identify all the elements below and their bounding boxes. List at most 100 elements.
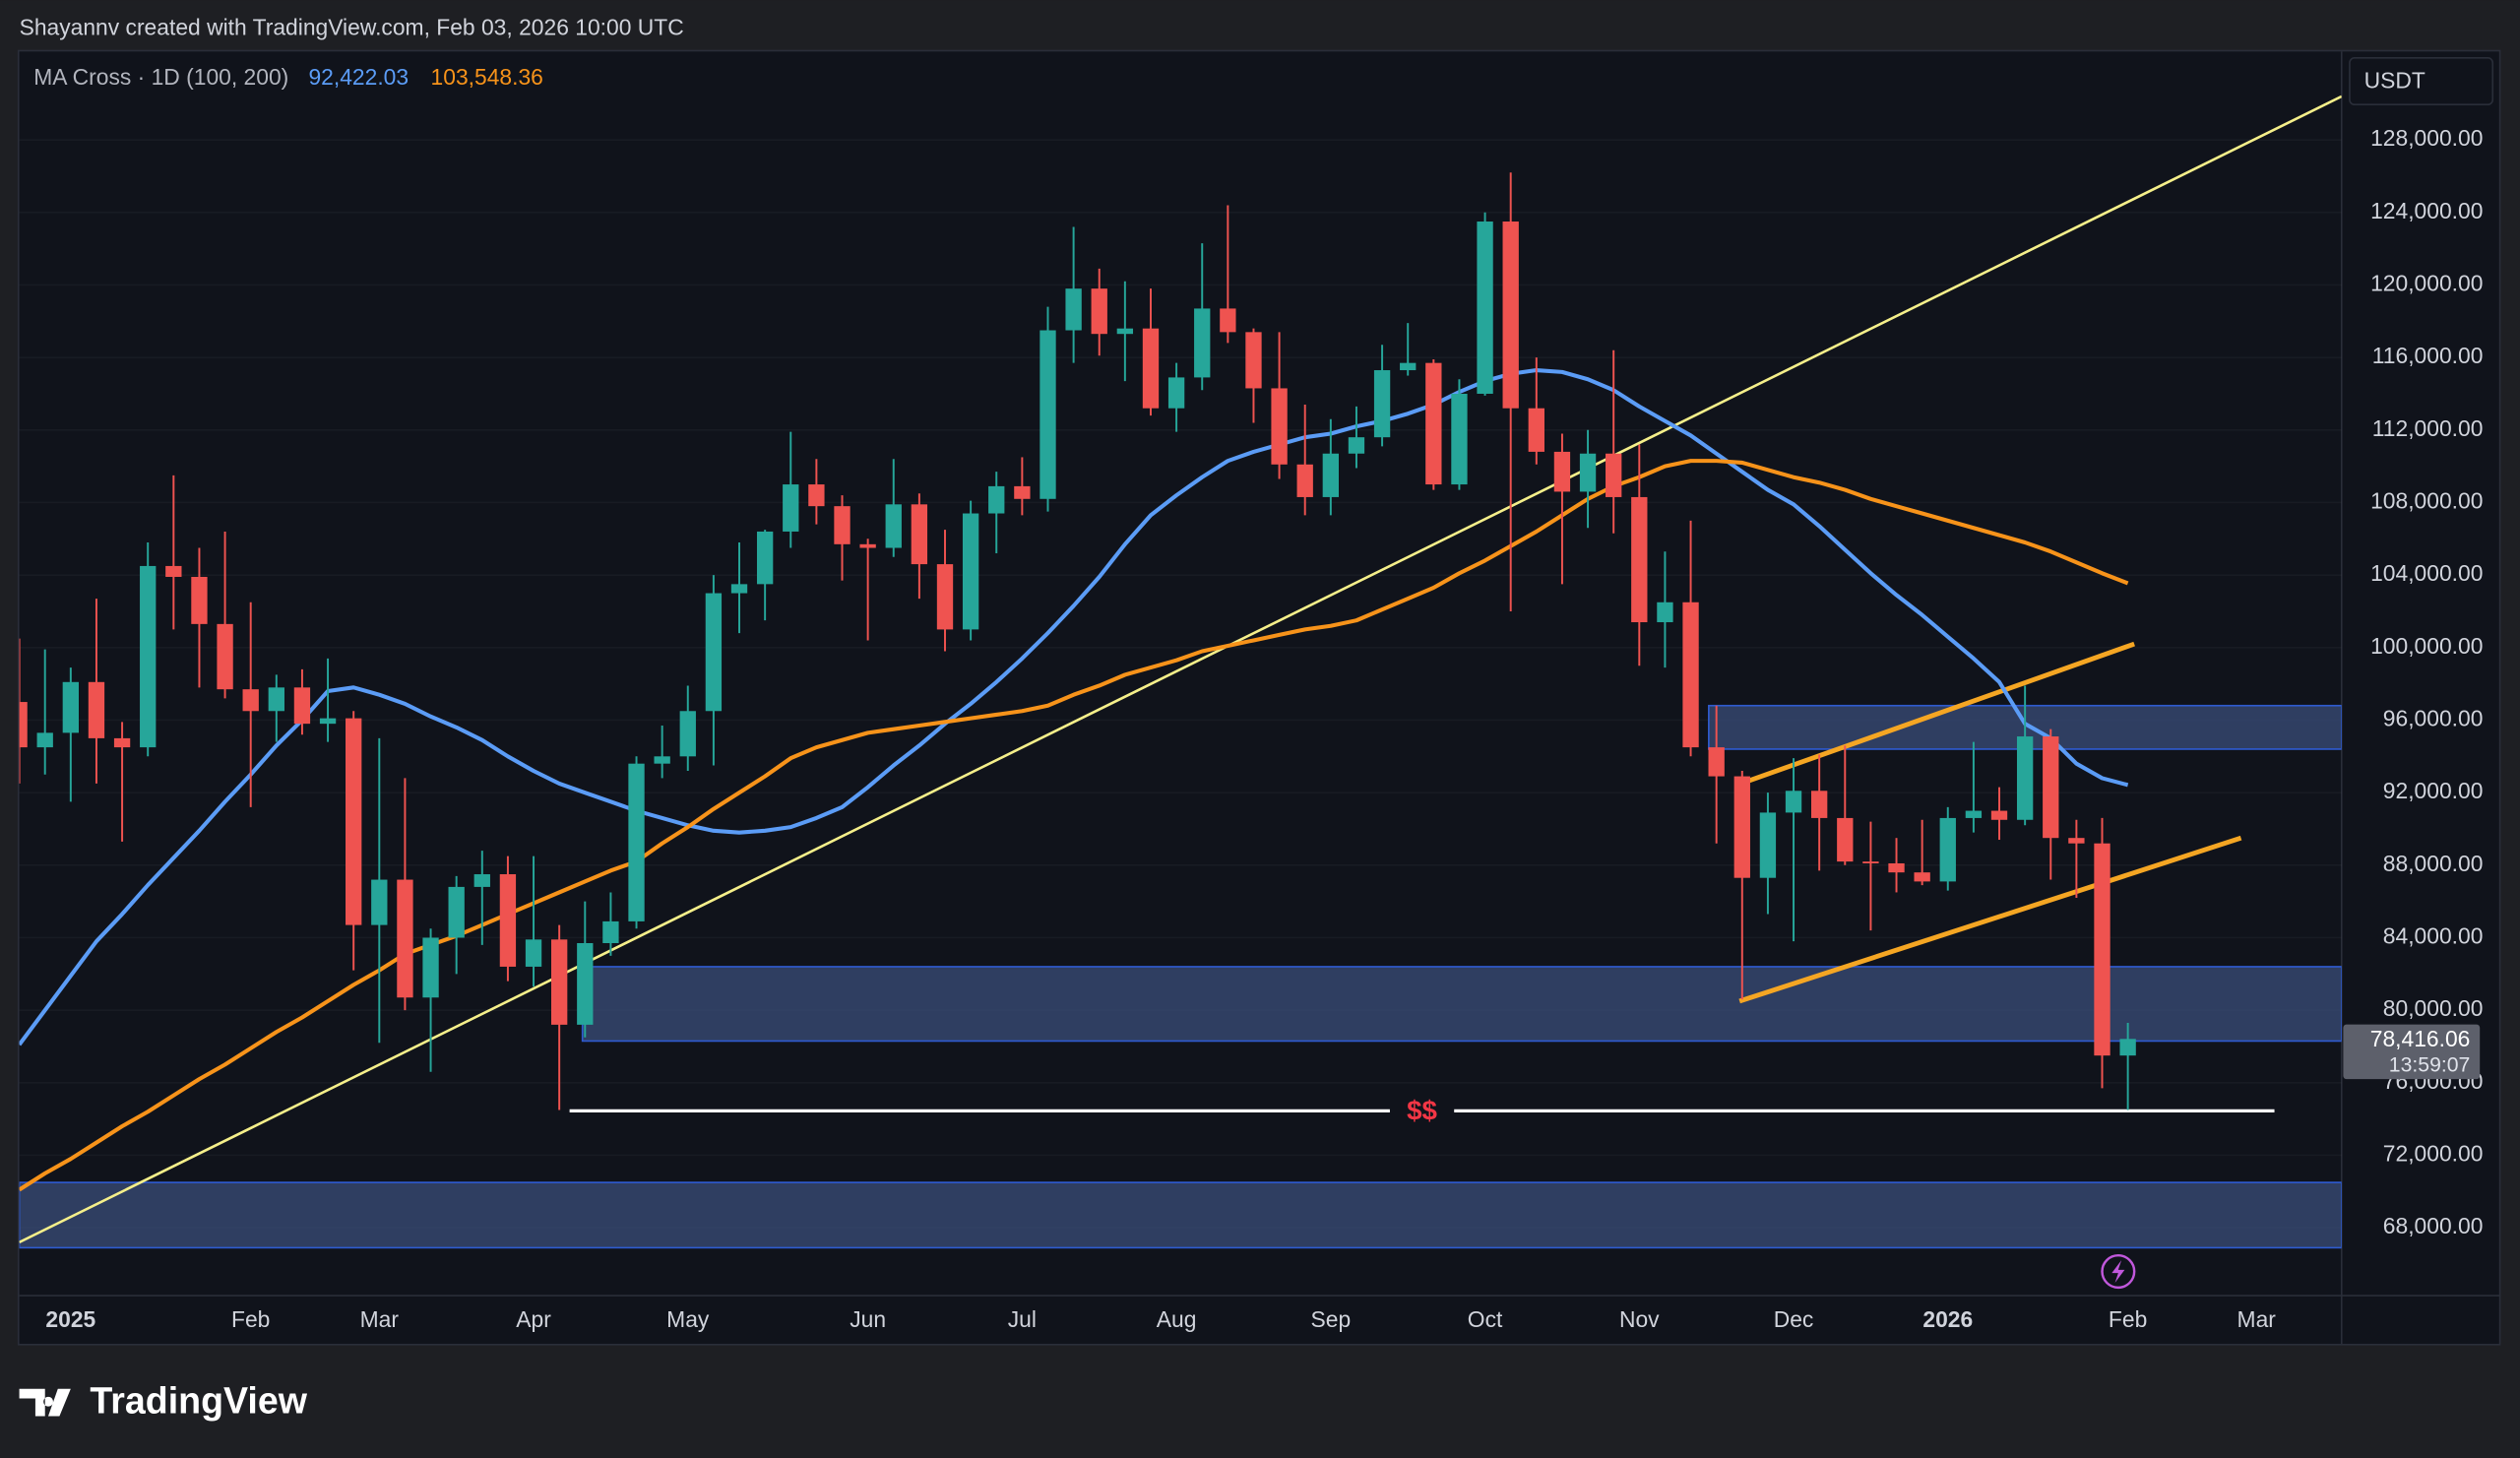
x-tick-label: Aug <box>1157 1306 1197 1332</box>
candle-body <box>242 689 259 712</box>
candle-body <box>1965 810 1983 818</box>
candle-body <box>1116 328 1134 335</box>
x-tick-label: May <box>666 1306 710 1332</box>
candle-body <box>448 886 465 938</box>
candle-body <box>319 718 337 725</box>
y-tick-label: 80,000.00 <box>2383 995 2484 1021</box>
header: Shayannv created with TradingView.com, F… <box>20 15 684 40</box>
candle-body <box>2068 838 2085 844</box>
candle-body <box>1837 817 1854 862</box>
candle-body <box>36 732 53 748</box>
currency[interactable]: USDT <box>2364 67 2426 93</box>
candle-body <box>1990 810 2008 820</box>
candle-body <box>1373 370 1391 438</box>
trendline <box>1738 835 2242 1004</box>
moving-average <box>19 367 2129 1046</box>
candle-body <box>1040 330 1056 499</box>
candle-body <box>2094 843 2110 1056</box>
candle-body <box>1528 408 1544 452</box>
y-tick-label: 96,000.00 <box>2383 706 2484 731</box>
candle-body <box>1553 451 1571 492</box>
legend-value: 92,422.03 <box>308 64 409 90</box>
candle-body <box>1142 328 1160 409</box>
candle-body <box>1682 602 1699 748</box>
candle-body <box>654 756 670 764</box>
x-tick-label: Nov <box>1619 1306 1660 1332</box>
candle-body <box>1579 453 1597 492</box>
candle-body <box>1502 222 1519 409</box>
candle-body <box>730 584 748 594</box>
y-tick-label: 124,000.00 <box>2370 198 2483 223</box>
y-tick-label: 112,000.00 <box>2372 415 2484 441</box>
candle-body <box>859 543 876 548</box>
candle-body <box>1631 496 1648 623</box>
brand[interactable]: TradingView <box>90 1379 307 1421</box>
candle-body <box>705 593 723 712</box>
x-tick-label: 2025 <box>45 1306 95 1332</box>
candle-body <box>1733 776 1750 878</box>
last-price-badge <box>2343 1024 2481 1080</box>
plot-area: $$ <box>19 95 2342 1249</box>
candle-body <box>577 943 594 1025</box>
candle-body <box>473 874 490 887</box>
candle-body <box>1914 872 1930 882</box>
candle-body <box>88 681 105 738</box>
y-tick-label: 116,000.00 <box>2372 343 2484 368</box>
candle-body <box>783 484 799 532</box>
candle-body <box>293 687 311 725</box>
x-tick-label: Feb <box>2109 1306 2147 1332</box>
candle-body <box>1606 453 1622 497</box>
candle-body <box>1065 288 1082 331</box>
x-tick-label: Apr <box>516 1306 551 1332</box>
alert-circle[interactable] <box>2101 1253 2136 1290</box>
candle-body <box>1220 308 1236 333</box>
candle-body <box>62 681 79 733</box>
x-tick-label: Feb <box>231 1306 270 1332</box>
candle-body <box>2016 736 2034 820</box>
candle-body <box>1862 861 1879 863</box>
candle-body <box>628 763 645 921</box>
candle-body <box>1194 308 1211 378</box>
candle-body <box>165 565 182 577</box>
y-tick-label: 72,000.00 <box>2383 1141 2484 1167</box>
currency-box[interactable] <box>2349 57 2494 106</box>
y-tick-label: 68,000.00 <box>2383 1213 2484 1238</box>
legend-title[interactable]: MA Cross · 1D (100, 200) <box>33 64 288 90</box>
chart-panel <box>17 49 2501 1346</box>
logo-mark[interactable] <box>19 1388 71 1417</box>
candle-body <box>371 879 388 925</box>
brand-logo[interactable]: TradingView <box>19 1379 308 1421</box>
candle-body <box>217 623 233 690</box>
y-tick-label: 88,000.00 <box>2383 851 2484 876</box>
candle-body <box>1271 388 1288 465</box>
zone <box>19 1181 2342 1249</box>
candle-body <box>1167 377 1185 409</box>
x-tick-label: Oct <box>1468 1306 1503 1332</box>
candle-body <box>602 920 619 944</box>
candle-body <box>1400 362 1417 371</box>
candle-body <box>1348 437 1365 454</box>
candle-body <box>191 576 208 624</box>
candle-body <box>1759 812 1777 878</box>
candle-body <box>1322 453 1339 497</box>
candle-body <box>1014 485 1031 499</box>
candle-body <box>1245 332 1262 389</box>
alert-bolt[interactable] <box>2111 1260 2125 1283</box>
candle-body <box>397 879 413 998</box>
alert-icon[interactable] <box>2101 1253 2136 1290</box>
zone <box>581 966 2342 1043</box>
y-tick-label: 84,000.00 <box>2383 923 2484 949</box>
candle-body <box>19 702 28 748</box>
candle-body <box>268 687 284 712</box>
candle-body <box>525 939 542 967</box>
candle-body <box>1477 222 1493 394</box>
candle-body <box>808 484 825 507</box>
y-tick-label: 92,000.00 <box>2383 778 2484 803</box>
y-tick-label: 120,000.00 <box>2370 271 2483 296</box>
x-tick-label: Jul <box>1008 1306 1037 1332</box>
legend-value: 103,548.36 <box>431 64 543 90</box>
candle-body <box>1091 288 1107 335</box>
candle-body <box>885 504 902 548</box>
candle-body <box>988 485 1005 514</box>
